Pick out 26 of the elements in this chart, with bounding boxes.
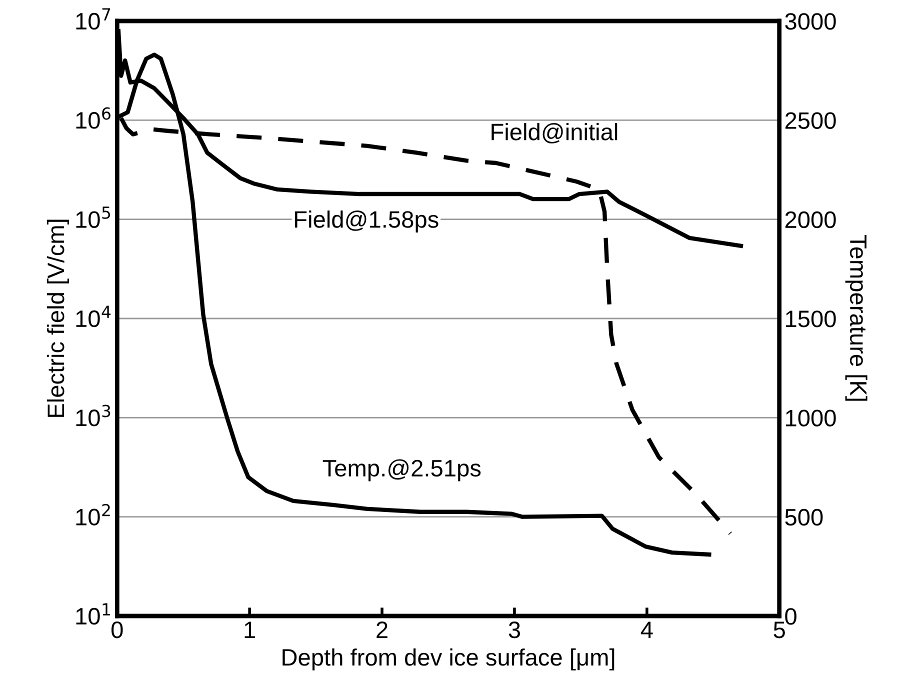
x-tick-label: 4 xyxy=(640,622,653,638)
y-tick-label: 10$^{5}$ xyxy=(76,206,110,228)
series-label: Field@1.58ps xyxy=(295,210,438,233)
y-tick-label: 10$^{3}$ xyxy=(76,404,110,426)
x-tick-label: 2 xyxy=(376,621,388,638)
y2-tick-label: 1500 xyxy=(786,310,836,328)
y2-tick-label: 3000 xyxy=(785,13,836,30)
y2-tick-label: 2500 xyxy=(785,112,836,129)
y-tick-label: 10$^{6}$ xyxy=(76,107,110,129)
y2-tick-label: 500 xyxy=(785,508,823,526)
y2-tick-label: 1000 xyxy=(786,410,836,426)
x-tick-label: 5 xyxy=(774,622,785,638)
x-tick-label: 1 xyxy=(244,622,255,638)
x-tick-label: 0 xyxy=(111,621,123,638)
y2-tick-label: 2000 xyxy=(785,211,836,228)
series-label: Field@initial xyxy=(492,123,618,144)
x-axis-title: Depth from dev ice surface [μm] xyxy=(282,648,614,670)
y-tick-label: 10$^{2}$ xyxy=(76,504,110,526)
y-tick-label: 10$^{7}$ xyxy=(76,8,110,30)
series-label: Temp.@2.51ps xyxy=(322,459,481,482)
y2-tick-label: 0 xyxy=(785,608,796,625)
y-tick-label: 10$^{1}$ xyxy=(76,603,110,625)
y2-axis-title: Temperature [K] xyxy=(845,235,868,401)
x-tick-label: 3 xyxy=(508,621,520,638)
y-axis-title: Electric field [V/cm] xyxy=(46,220,69,417)
y-tick-label: 10$^{4}$ xyxy=(76,306,111,328)
